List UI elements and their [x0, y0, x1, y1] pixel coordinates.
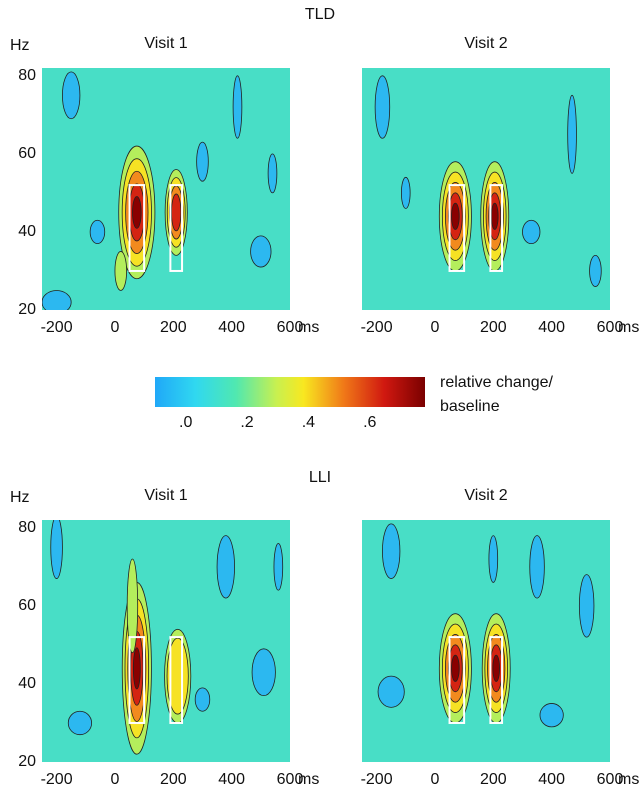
low-region [50, 520, 63, 579]
x-tick-label: 200 [160, 319, 187, 336]
low-region [382, 523, 401, 579]
x-tick-label: 600 [277, 771, 304, 788]
contour-level [451, 654, 460, 682]
x-tick-label: 0 [110, 319, 119, 336]
y-axis-label: Hz [10, 489, 30, 506]
y-tick-label: 40 [18, 675, 36, 692]
x-tick-label: -200 [41, 771, 73, 788]
y-axis-label: Hz [10, 37, 30, 54]
window-box [489, 636, 504, 724]
y-tick-label: 60 [18, 597, 36, 614]
low-region [522, 219, 541, 245]
panel-title: Visit 2 [464, 487, 507, 504]
low-region [89, 219, 106, 245]
colorbar-tick-label: .0 [179, 414, 192, 431]
low-region [273, 543, 284, 591]
contour-level [132, 196, 142, 229]
low-region [42, 290, 72, 310]
y-tick-label: 60 [18, 145, 36, 162]
low-region [62, 71, 81, 120]
low-region [374, 75, 391, 139]
panel-title: Visit 2 [464, 35, 507, 52]
y-tick-label: 20 [18, 301, 36, 318]
low-region [567, 94, 577, 174]
y-tick-label: 80 [18, 67, 36, 84]
colorbar-label: baseline [440, 398, 500, 415]
contour-level [114, 251, 128, 291]
window-box [128, 636, 146, 724]
window-box [448, 184, 466, 272]
low-region [194, 687, 211, 712]
contour-level [490, 202, 499, 230]
heatmap [362, 520, 610, 762]
panel-title: Visit 1 [144, 35, 187, 52]
low-region [400, 176, 411, 209]
x-tick-label: 600 [277, 319, 304, 336]
colorbar [155, 377, 425, 407]
x-axis-unit: ms [618, 771, 639, 788]
low-region [250, 235, 272, 268]
heatmap [42, 68, 290, 310]
low-region [539, 703, 564, 728]
x-tick-label: 400 [538, 771, 565, 788]
low-region [589, 254, 602, 287]
x-tick-label: -200 [361, 319, 393, 336]
x-tick-label: 0 [110, 771, 119, 788]
x-tick-label: 600 [597, 771, 624, 788]
low-region [578, 574, 595, 638]
x-tick-label: 200 [480, 319, 507, 336]
heatmap [362, 68, 610, 310]
y-tick-label: 80 [18, 519, 36, 536]
heatmap [42, 520, 290, 762]
x-tick-label: -200 [41, 319, 73, 336]
low-region [216, 535, 235, 599]
x-tick-label: 200 [160, 771, 187, 788]
low-region [377, 675, 405, 708]
x-tick-label: 0 [430, 771, 439, 788]
contour-level [132, 647, 141, 690]
window-box [169, 184, 184, 272]
low-region [267, 153, 278, 194]
panel-title: Visit 1 [144, 487, 187, 504]
x-tick-label: 200 [480, 771, 507, 788]
y-tick-label: 20 [18, 753, 36, 770]
x-axis-unit: ms [618, 319, 639, 336]
y-tick-label: 40 [18, 223, 36, 240]
x-axis-unit: ms [298, 319, 319, 336]
low-region [529, 535, 545, 599]
colorbar-tick-label: .6 [363, 414, 376, 431]
window-box [169, 636, 184, 724]
contour-level [451, 202, 460, 230]
colorbar-label: relative change/ [440, 374, 554, 391]
window-box [448, 636, 466, 724]
low-region [488, 535, 499, 583]
contour-level [171, 193, 182, 232]
group-title: LLI [309, 469, 331, 486]
x-tick-label: -200 [361, 771, 393, 788]
contour-level [126, 558, 139, 654]
x-tick-label: 0 [430, 319, 439, 336]
x-tick-label: 400 [538, 319, 565, 336]
x-tick-label: 400 [218, 319, 245, 336]
colorbar-tick-label: .2 [240, 414, 253, 431]
low-region [67, 710, 93, 736]
low-region [196, 141, 209, 182]
window-box [128, 184, 146, 272]
x-axis-unit: ms [298, 771, 319, 788]
x-tick-label: 400 [218, 771, 245, 788]
plot-bg [42, 68, 290, 310]
colorbar-tick-label: .4 [302, 414, 315, 431]
window-box [489, 184, 504, 272]
low-region [251, 648, 276, 697]
contour-level [492, 654, 500, 682]
x-tick-label: 600 [597, 319, 624, 336]
group-title: TLD [305, 6, 335, 23]
low-region [232, 75, 243, 139]
